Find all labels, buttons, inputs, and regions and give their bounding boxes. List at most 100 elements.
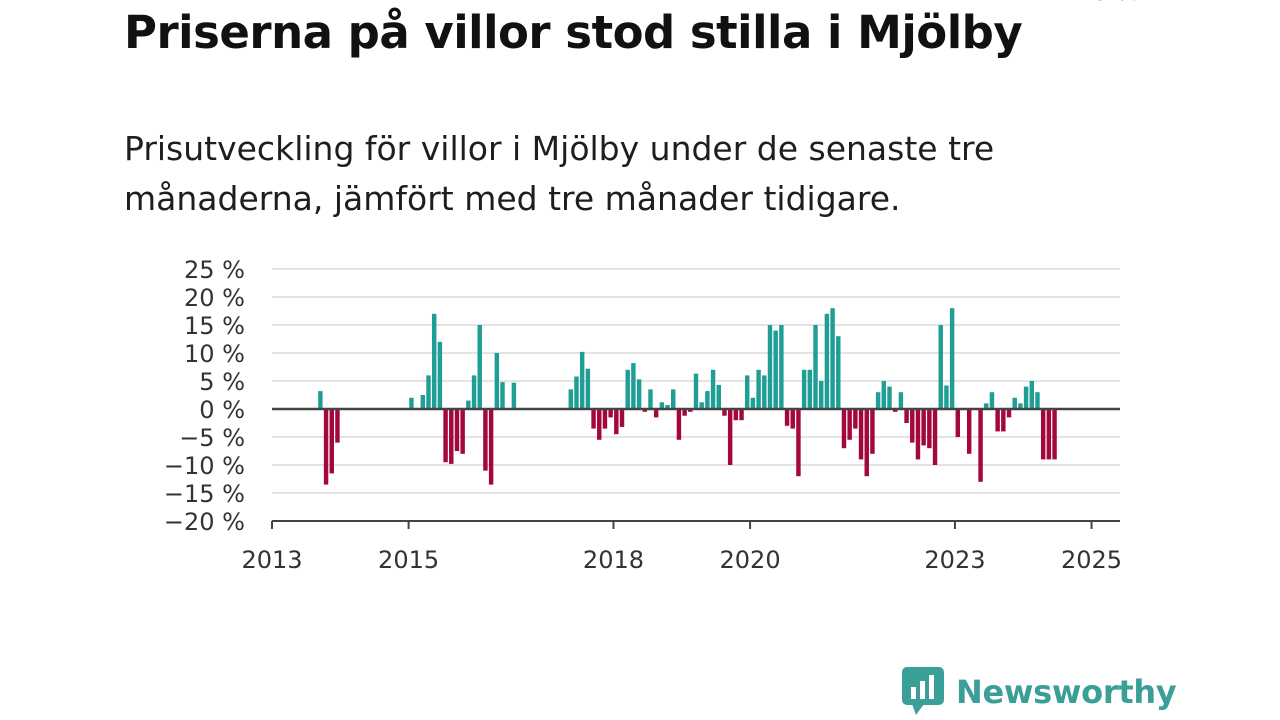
- bar: [841, 409, 847, 449]
- bar: [705, 391, 710, 409]
- bar: [773, 330, 778, 409]
- bar: [682, 409, 687, 416]
- bar: [727, 409, 733, 465]
- bar: [870, 409, 875, 454]
- chart-subtitle: Prisutveckling för villor i Mjölby under…: [124, 129, 995, 218]
- bar: [568, 389, 574, 409]
- bar: [1052, 409, 1057, 460]
- bar: [875, 392, 881, 409]
- bar: [693, 373, 699, 409]
- bar: [597, 409, 602, 440]
- chart-title: Priserna på villor stod stilla i Mjölby: [124, 6, 1023, 59]
- bar: [671, 389, 676, 409]
- bar: [836, 336, 841, 409]
- bar: [631, 363, 636, 409]
- bar: [944, 385, 949, 409]
- bar: [454, 409, 460, 451]
- y-tick-label: 20 %: [184, 284, 245, 312]
- bar: [955, 409, 961, 437]
- y-axis-labels: 25 %20 %15 %10 %5 %0 %−5 %−10 %−15 %−20 …: [164, 256, 245, 536]
- bar: [716, 384, 721, 409]
- y-tick-label: 25 %: [184, 256, 245, 284]
- bar: [847, 409, 852, 440]
- bar: [1040, 409, 1046, 460]
- bar: [494, 353, 500, 409]
- bar: [830, 308, 835, 409]
- bar: [483, 409, 488, 471]
- bar: [409, 397, 414, 409]
- bar: [500, 382, 505, 409]
- bar: [938, 325, 943, 409]
- bar: [853, 409, 858, 429]
- bar: [750, 397, 756, 409]
- bar: [779, 325, 784, 409]
- y-tick-label: −15 %: [164, 480, 245, 508]
- axes: [271, 407, 1120, 529]
- bar: [966, 409, 972, 454]
- bar: [471, 375, 477, 409]
- x-tick-label: 2023: [924, 546, 985, 574]
- bar: [1018, 403, 1023, 409]
- bar: [335, 409, 340, 443]
- bar: [767, 325, 773, 409]
- bar: [722, 409, 727, 416]
- bar: [443, 409, 448, 463]
- bar: [995, 409, 1000, 432]
- bar: [824, 313, 830, 409]
- bar: [745, 375, 750, 409]
- bar: [688, 409, 693, 412]
- bar: [784, 409, 790, 426]
- bar: [449, 409, 454, 464]
- latest-value-label: 0 %: [1092, 0, 1140, 6]
- bar: [318, 391, 323, 409]
- bar: [881, 381, 887, 409]
- bar: [437, 341, 443, 409]
- bar: [813, 325, 818, 409]
- newsworthy-logo-text: Newsworthy: [956, 673, 1177, 711]
- bar: [460, 409, 465, 454]
- bar: [619, 409, 625, 427]
- bar: [323, 409, 329, 485]
- bar: [574, 376, 579, 409]
- bar: [636, 379, 642, 409]
- y-tick-label: −10 %: [164, 452, 245, 480]
- bar: [1001, 409, 1006, 432]
- bar: [762, 375, 767, 409]
- bar: [739, 409, 744, 421]
- y-tick-label: 0 %: [199, 396, 245, 424]
- newsworthy-logo: Newsworthy: [902, 667, 1177, 715]
- bar: [932, 409, 938, 465]
- bar: [818, 381, 824, 409]
- bar: [431, 313, 437, 409]
- bar: [608, 409, 613, 418]
- bar: [801, 369, 807, 409]
- bar: [699, 402, 704, 409]
- bars: [318, 308, 1057, 485]
- bar: [796, 409, 801, 477]
- y-tick-label: −5 %: [179, 424, 245, 452]
- bar: [642, 409, 647, 412]
- bar: [887, 386, 892, 409]
- bar: [477, 325, 482, 409]
- bar: [989, 392, 995, 409]
- bar: [659, 402, 665, 409]
- bar: [1035, 392, 1040, 409]
- bar: [984, 403, 989, 409]
- bar: [676, 409, 682, 440]
- bar: [898, 392, 904, 409]
- bar: [602, 409, 608, 429]
- bar: [858, 409, 864, 460]
- bar: [733, 409, 739, 421]
- bar: [864, 409, 869, 477]
- bar: [915, 409, 921, 460]
- bar: [625, 369, 630, 409]
- bar: [466, 400, 471, 409]
- y-tick-label: 10 %: [184, 340, 245, 368]
- bar: [579, 351, 585, 409]
- bar: [978, 409, 983, 482]
- y-tick-label: 15 %: [184, 312, 245, 340]
- bar: [420, 395, 426, 409]
- x-tick-label: 2018: [583, 546, 644, 574]
- bar: [1029, 381, 1035, 409]
